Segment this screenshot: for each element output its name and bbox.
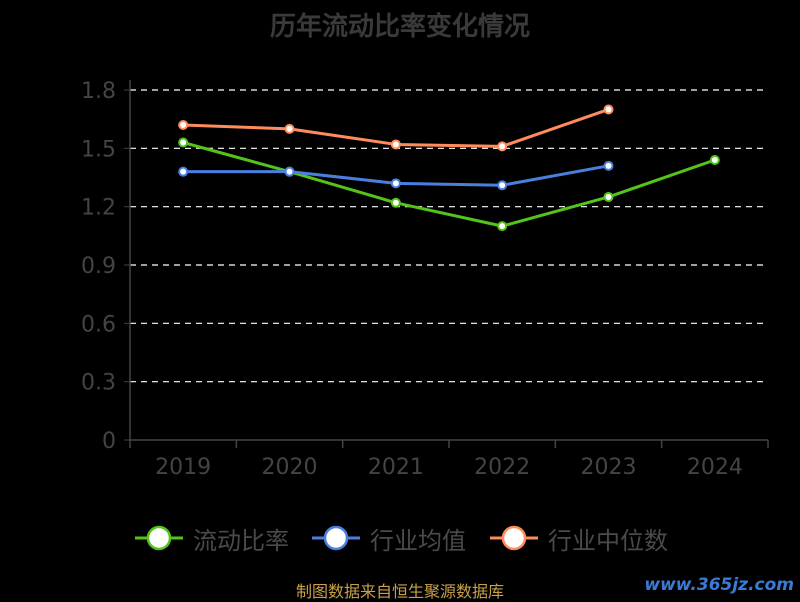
watermark: www.365jz.com <box>644 575 794 595</box>
data-point <box>284 166 295 177</box>
y-tick-label: 0.9 <box>81 254 116 279</box>
data-point <box>497 141 508 152</box>
data-point <box>603 160 614 171</box>
legend-label: 行业均值 <box>370 526 466 555</box>
legend-symbol-icon <box>135 525 183 551</box>
x-tick-label: 2020 <box>262 455 318 480</box>
legend-symbol-icon <box>490 525 538 551</box>
data-point <box>178 166 189 177</box>
data-point <box>390 197 401 208</box>
data-point <box>178 137 189 148</box>
data-point <box>603 104 614 115</box>
data-point <box>390 178 401 189</box>
y-tick-label: 1.5 <box>81 137 116 162</box>
x-tick-label: 2022 <box>474 455 530 480</box>
data-point <box>284 123 295 134</box>
legend-item[interactable]: 行业中位数 <box>490 518 668 558</box>
y-tick-label: 0.6 <box>81 312 116 337</box>
x-tick-label: 2019 <box>155 455 211 480</box>
series-line <box>182 141 716 228</box>
legend-label: 流动比率 <box>193 526 289 555</box>
source-note: 制图数据来自恒生聚源数据库 <box>295 582 504 601</box>
x-tick-label: 2024 <box>687 455 743 480</box>
y-tick-labels: 0 0.3 0.6 0.9 1.2 1.5 1.8 <box>81 79 116 454</box>
series-2 <box>178 104 614 152</box>
y-tick-label: 1.2 <box>81 196 116 221</box>
x-tick-label: 2023 <box>581 455 637 480</box>
legend-item[interactable]: 流动比率 <box>135 518 289 558</box>
data-point <box>709 155 720 165</box>
data-point <box>178 120 189 130</box>
axes <box>124 80 769 448</box>
y-tick-label: 0 <box>102 429 116 454</box>
data-point <box>497 221 508 232</box>
data-point <box>390 139 401 150</box>
series-lines <box>178 104 720 232</box>
legend-symbol-icon <box>312 525 360 551</box>
y-tick-label: 1.8 <box>81 79 116 104</box>
data-point <box>497 180 508 191</box>
legend-item[interactable]: 行业均值 <box>312 518 466 558</box>
legend-label: 行业中位数 <box>548 526 668 555</box>
series-1 <box>178 160 614 191</box>
x-tick-label: 2021 <box>368 455 424 480</box>
chart-title: 历年流动比率变化情况 <box>269 12 530 42</box>
data-point <box>603 191 614 202</box>
x-tick-labels: 2019 2020 2021 2022 2023 2024 <box>155 455 743 480</box>
grid-lines <box>130 89 768 383</box>
legend: 流动比率 行业均值 行业中位数 <box>0 518 800 558</box>
y-tick-label: 0.3 <box>81 371 116 396</box>
